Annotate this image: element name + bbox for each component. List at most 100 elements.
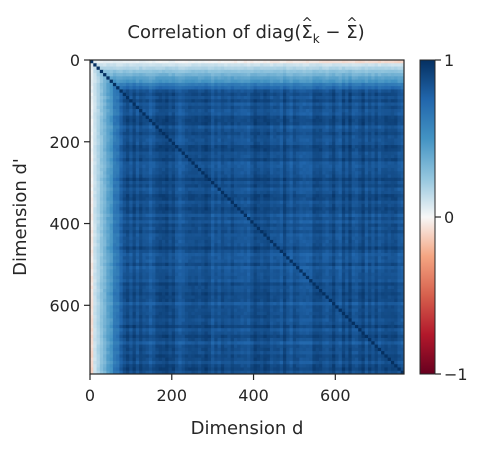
heatmap-cell <box>125 171 130 175</box>
heatmap-cell <box>217 217 222 221</box>
heatmap-cell <box>368 164 372 169</box>
heatmap-cell <box>374 210 379 215</box>
heatmap-cell <box>181 122 186 126</box>
heatmap-cell <box>377 63 382 67</box>
heatmap-cell <box>125 154 130 159</box>
heatmap-cell <box>201 105 205 110</box>
heatmap-cell <box>188 223 192 228</box>
heatmap-cell <box>358 141 362 146</box>
heatmap-cell <box>322 102 326 107</box>
heatmap-cell <box>247 60 251 64</box>
heatmap-cell <box>207 109 212 113</box>
heatmap-cell <box>335 181 339 185</box>
heatmap-cell <box>90 76 94 81</box>
heatmap-cell <box>368 102 372 107</box>
heatmap-cell <box>181 190 186 195</box>
heatmap-cell <box>135 154 140 159</box>
heatmap-cell <box>394 171 398 175</box>
heatmap-cell <box>191 213 196 218</box>
heatmap-cell <box>273 197 277 202</box>
heatmap-cell <box>194 161 199 166</box>
heatmap-cell <box>204 112 209 117</box>
heatmap-cell <box>256 203 261 208</box>
heatmap-cell <box>279 125 284 130</box>
heatmap-cell <box>152 190 156 195</box>
heatmap-cell <box>161 118 166 123</box>
heatmap-cell <box>263 76 268 81</box>
heatmap-cell <box>132 194 137 198</box>
heatmap-cell <box>397 187 402 192</box>
heatmap-cell <box>171 187 176 192</box>
heatmap-cell <box>168 131 173 136</box>
heatmap-cell <box>260 187 264 192</box>
heatmap-cell <box>90 82 94 87</box>
heatmap-cell <box>260 190 264 195</box>
heatmap-cell <box>191 141 196 146</box>
heatmap-cell <box>292 73 297 77</box>
heatmap-cell <box>161 105 166 110</box>
heatmap-cell <box>309 151 313 156</box>
heatmap-cell <box>125 109 130 113</box>
heatmap-cell <box>368 95 372 100</box>
heatmap-cell <box>240 197 245 202</box>
heatmap-cell <box>322 226 326 231</box>
heatmap-cell <box>273 86 277 90</box>
heatmap-cell <box>191 181 196 185</box>
heatmap-cell <box>338 102 343 107</box>
heatmap-cell <box>155 217 160 221</box>
heatmap-cell <box>112 174 117 179</box>
heatmap-cell <box>158 125 163 130</box>
heatmap-cell <box>145 167 150 172</box>
heatmap-cell <box>119 210 124 215</box>
heatmap-cell <box>374 66 379 71</box>
heatmap-cell <box>204 76 209 81</box>
heatmap-cell <box>96 60 101 64</box>
heatmap-cell <box>112 161 117 166</box>
heatmap-cell <box>109 177 114 182</box>
heatmap-cell <box>197 194 202 198</box>
heatmap-cell <box>309 181 313 185</box>
heatmap-cell <box>256 223 261 228</box>
heatmap-cell <box>148 82 153 87</box>
heatmap-cell <box>322 174 326 179</box>
heatmap-cell <box>305 161 310 166</box>
heatmap-cell <box>197 181 202 185</box>
heatmap-cell <box>312 181 317 185</box>
heatmap-cell <box>361 66 366 71</box>
heatmap-cell <box>305 226 310 231</box>
heatmap-cell <box>302 145 307 149</box>
heatmap-cell <box>322 200 326 205</box>
heatmap-cell <box>230 79 235 84</box>
heatmap-cell <box>211 79 215 84</box>
heatmap-cell <box>374 131 379 136</box>
heatmap-cell <box>299 109 304 113</box>
heatmap-cell <box>122 190 127 195</box>
heatmap-cell <box>220 220 225 224</box>
heatmap-cell <box>322 171 326 175</box>
heatmap-cell <box>96 95 101 100</box>
heatmap-cell <box>227 122 232 126</box>
heatmap-cell <box>253 141 258 146</box>
heatmap-cell <box>266 102 271 107</box>
heatmap-cell <box>250 167 254 172</box>
heatmap-cell <box>387 167 392 172</box>
heatmap-cell <box>253 135 258 139</box>
heatmap-cell <box>322 66 326 71</box>
heatmap-cell <box>318 187 323 192</box>
heatmap-cell <box>390 145 395 149</box>
heatmap-cell <box>181 82 186 87</box>
heatmap-cell <box>220 141 225 146</box>
heatmap-cell <box>119 207 124 211</box>
heatmap-cell <box>338 115 343 120</box>
heatmap-cell <box>93 128 97 133</box>
heatmap-cell <box>243 154 248 159</box>
heatmap-cell <box>250 60 254 64</box>
heatmap-cell <box>269 161 274 166</box>
heatmap-cell <box>266 128 271 133</box>
heatmap-cell <box>161 69 166 74</box>
heatmap-cell <box>171 194 176 198</box>
heatmap-cell <box>145 203 150 208</box>
heatmap-cell <box>191 226 196 231</box>
heatmap-cell <box>204 122 209 126</box>
heatmap-cell <box>201 226 205 231</box>
